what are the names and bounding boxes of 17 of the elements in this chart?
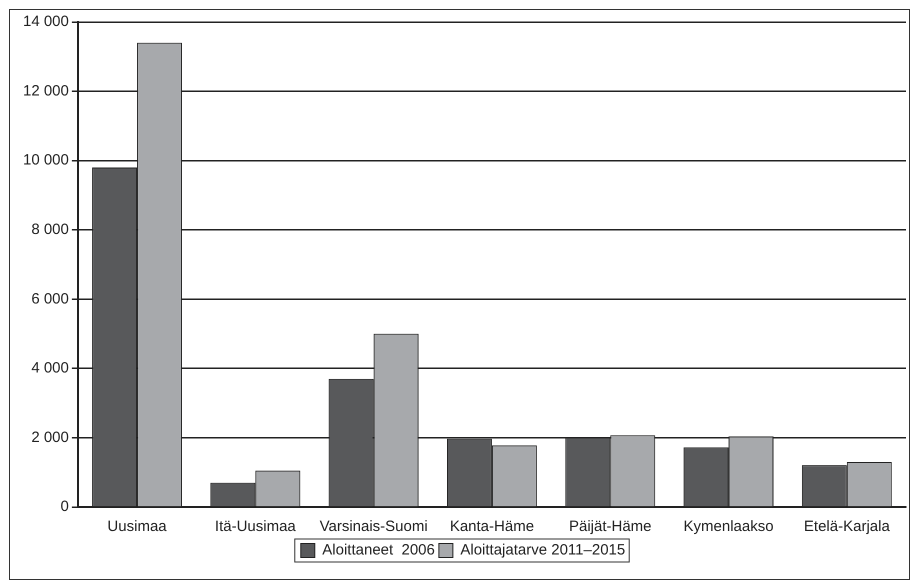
y-tick-label: 0 [60, 498, 69, 516]
legend-label: Aloittaneet 2006 [322, 542, 435, 559]
legend-label: Aloittajatarve 2011–2015 [460, 542, 626, 559]
y-tick-label: 2 000 [31, 428, 69, 446]
y-tick-label: 12 000 [22, 82, 69, 100]
y-tick-label: 14 000 [22, 13, 69, 30]
y-tick-label: 10 000 [22, 152, 69, 169]
x-tick-label: Uusimaa [107, 518, 168, 536]
y-tick-label: 6 000 [31, 290, 69, 308]
y-tick-label: 8 000 [31, 221, 69, 238]
x-tick-label: Kanta-Häme [450, 518, 534, 536]
x-tick-label: Etelä-Karjala [804, 518, 890, 536]
x-tick-label: Varsinais-Suomi [320, 518, 428, 536]
y-tick-label: 4 000 [31, 360, 69, 377]
x-tick-label: Itä-Uusimaa [214, 518, 296, 536]
x-tick-label: Kymenlaakso [684, 518, 774, 536]
x-tick-label: Päijät-Häme [568, 518, 652, 536]
